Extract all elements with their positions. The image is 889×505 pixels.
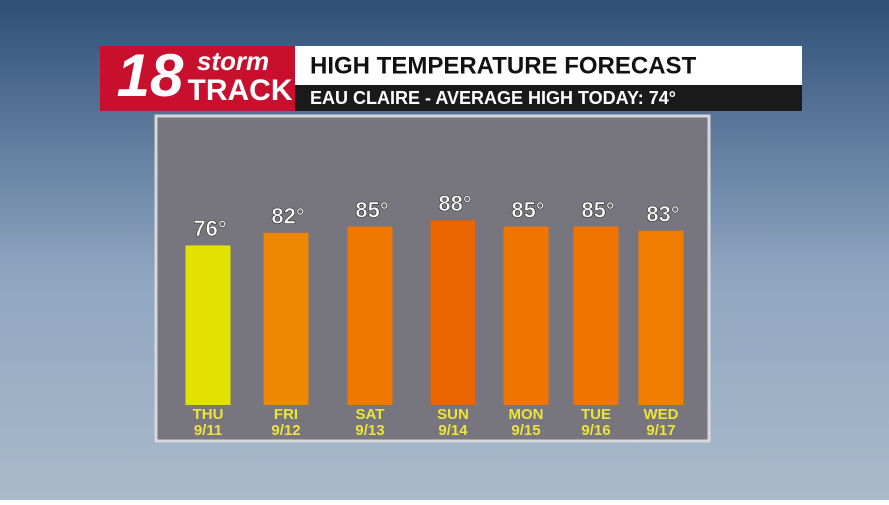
bar (263, 232, 309, 405)
value-label: 85° (511, 197, 544, 222)
logo-top: storm (197, 46, 269, 76)
bar (185, 245, 231, 405)
chart-subtitle: EAU CLAIRE - AVERAGE HIGH TODAY: 74° (310, 88, 676, 108)
logo-box (100, 46, 295, 111)
x-tick-label: MON (509, 406, 544, 423)
value-label: 85° (581, 197, 614, 222)
x-tick-date: 9/13 (355, 422, 384, 439)
value-label: 82° (271, 204, 304, 229)
value-label: 85° (355, 197, 388, 222)
x-tick-label: THU (193, 406, 224, 423)
value-label: 88° (438, 191, 471, 216)
x-tick-label: WED (644, 406, 679, 423)
x-tick-date: 9/11 (194, 422, 222, 439)
bar (503, 226, 549, 405)
x-tick-date: 9/16 (581, 422, 610, 439)
title-bar (295, 46, 802, 85)
bar (347, 226, 393, 405)
x-tick-label: SAT (356, 406, 385, 423)
x-tick-label: SUN (437, 406, 469, 423)
x-tick-date: 9/15 (511, 422, 540, 439)
bar (573, 226, 619, 405)
subtitle-bar (295, 85, 802, 111)
bar (638, 230, 684, 405)
x-tick-date: 9/17 (646, 422, 675, 439)
x-tick-label: TUE (581, 406, 611, 423)
value-label: 83° (646, 202, 679, 227)
x-tick-date: 9/12 (271, 422, 300, 439)
x-tick-label: FRI (274, 406, 298, 423)
chart-title: HIGH TEMPERATURE FORECAST (310, 52, 697, 79)
bar (430, 220, 476, 405)
logo-bottom: TRACK (188, 74, 293, 107)
logo-number: 18 (117, 42, 184, 109)
x-tick-date: 9/14 (438, 422, 468, 439)
value-label: 76° (193, 216, 226, 241)
